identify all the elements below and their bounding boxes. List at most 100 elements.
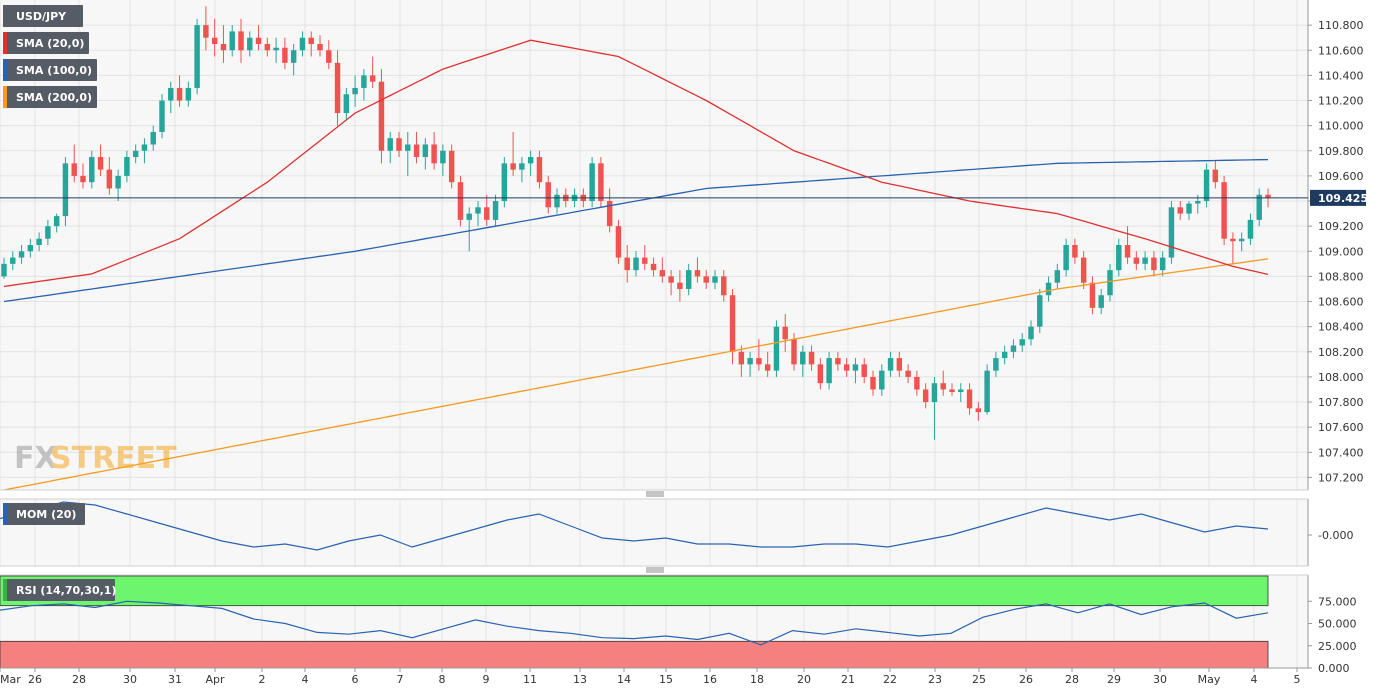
candle-body [993,358,999,371]
candle [1247,213,1254,245]
x-tick-label: 9 [483,673,490,686]
sma200-tag-label: SMA (200,0) [16,91,92,104]
candle [185,81,192,107]
candle-body [220,43,227,51]
y-tick-label: 107.800 [1318,396,1364,409]
candle [405,131,411,176]
candle-body [97,157,104,170]
candle-body [931,383,938,403]
candle-body [203,25,209,38]
candle-body [431,144,437,164]
y-tick-label: 109.800 [1318,145,1364,158]
mom-tag[interactable]: MOM (20) [3,503,85,525]
candle [668,270,674,296]
x-tick-label: 18 [750,673,764,686]
candle [1203,163,1210,208]
candle-body [299,37,306,51]
candle-body [1256,194,1262,220]
sma20-tag[interactable]: SMA (20,0) [3,32,89,54]
candle-body [106,169,113,189]
candle-body [343,94,350,114]
candle-body [975,408,982,413]
candle-body [589,163,595,202]
candle-body [1063,245,1069,271]
candle [290,43,297,76]
sma200-line [3,258,1269,491]
x-tick-label: 4 [1251,673,1258,686]
candle-body [1,263,7,277]
candle [238,18,244,63]
candle-body [606,201,613,227]
x-tick-label: 7 [397,673,404,686]
candle [194,18,200,95]
candle-body [694,270,701,277]
candle [589,157,595,208]
candle-body [659,270,666,277]
candle-body [484,207,490,220]
candle-body [598,163,604,202]
x-tick-label: 13 [573,673,587,686]
x-tick-label: 15 [659,673,673,686]
candle [1151,251,1157,277]
candle-body [536,157,543,183]
candle [694,257,701,283]
sma100-tag[interactable]: SMA (100,0) [3,59,97,81]
candle [1098,288,1104,315]
price-mom-resize-handle[interactable] [646,491,664,497]
mom-rsi-resize-handle[interactable] [646,567,664,573]
x-tick-label: 5 [1294,673,1301,686]
candle-body [1230,238,1236,242]
candle-body [519,163,525,170]
candle [396,131,402,158]
candle [870,370,876,396]
candle [10,251,16,271]
candle [501,157,508,208]
candle-body [958,389,964,392]
candle-body [905,370,911,377]
candle-body [721,276,727,296]
sma20-tag-bg [3,32,89,54]
candle-body [115,175,121,189]
candle [773,320,780,377]
candle-body [738,351,745,365]
candle [1212,160,1219,189]
candle [159,94,165,139]
candle-body [159,100,165,132]
candle-body [729,295,736,352]
candle [536,150,543,189]
rsi-tag[interactable]: RSI (14,70,30,1) [3,579,116,601]
candle [905,364,911,384]
x-tick-label: May [1198,673,1221,686]
candle-body [949,389,955,392]
candle-body [361,75,367,88]
candle-body [501,163,508,202]
candle [220,25,227,63]
candle-body [984,370,990,413]
candle [62,157,69,227]
candle-body [1001,351,1008,359]
candle-body [1116,245,1122,271]
x-tick-label: 4 [302,673,309,686]
rsi-oversold-zone [0,640,1269,669]
candle [879,364,885,396]
candle-body [914,376,920,390]
candle [1116,238,1122,277]
candle-body [124,157,130,176]
symbol-tag[interactable]: USD/JPY [3,5,83,27]
candle-body [273,47,279,51]
y-tick-label: 107.200 [1318,471,1364,484]
candle-body [545,182,551,208]
candle [826,351,832,390]
candle-body [1177,207,1183,214]
candle [1063,238,1069,277]
sma200-tag[interactable]: SMA (200,0) [3,86,97,108]
sma20-line [3,39,1269,288]
candle-body [1142,257,1148,264]
candle-body [668,276,674,283]
x-tick-label: 29 [1107,673,1121,686]
candle [975,402,982,421]
candle-body [826,358,832,384]
candle [1045,276,1052,302]
candle-body [1238,238,1245,242]
